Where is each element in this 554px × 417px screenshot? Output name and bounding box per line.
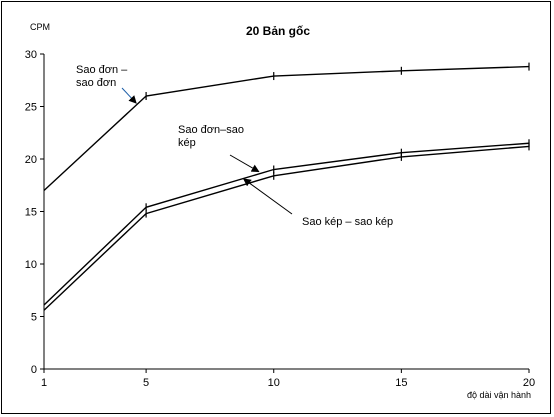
- annotation-text-2: Sao đơn–sao: [178, 124, 244, 136]
- y-tick-label: 0: [31, 364, 37, 376]
- y-tick-label: 25: [25, 102, 37, 114]
- x-axis-label: độ dài vận hành: [467, 390, 531, 400]
- x-tick-label: 20: [523, 377, 535, 389]
- annotation-arrow-2: [229, 154, 260, 173]
- annotation-arrow-1: [121, 87, 137, 104]
- series-line-2: [43, 142, 530, 306]
- annotation-arrow-3: [242, 178, 293, 215]
- x-tick-label: 15: [395, 377, 407, 389]
- y-tick-label: 5: [31, 312, 37, 324]
- y-tick-label: 20: [25, 154, 37, 166]
- chart-title: 20 Bản gốc: [246, 24, 310, 38]
- annotation-text-2: kép: [178, 137, 196, 149]
- x-tick-label: 5: [143, 377, 149, 389]
- y-tick-label: 10: [25, 259, 37, 271]
- y-tick-label: 30: [25, 49, 37, 61]
- annotation-text-3: Sao kép – sao kép: [302, 216, 393, 228]
- x-tick-label: 10: [268, 377, 280, 389]
- annotation-text-1: sao đơn: [76, 77, 116, 89]
- series-line-1: [43, 65, 530, 192]
- y-tick-label: 15: [25, 207, 37, 219]
- series-line-3: [43, 145, 530, 311]
- x-tick-label: 1: [41, 377, 47, 389]
- y-axis-label: CPM: [30, 22, 50, 32]
- series-layer: [43, 62, 530, 311]
- annotation-text-1: Sao đơn –: [76, 64, 128, 76]
